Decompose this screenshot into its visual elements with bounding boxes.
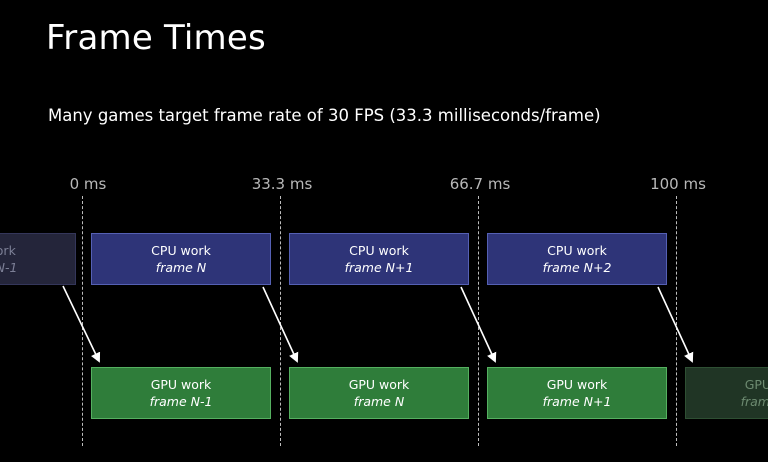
gpu-box-frame-n-minus-1: GPU work frame N-1 [91,367,271,419]
arrow-frame-n [262,286,299,363]
slide-subtitle: Many games target frame rate of 30 FPS (… [48,106,601,125]
timeline-marker-0ms [82,196,83,446]
cpu-box-frame: frame N+2 [542,260,612,275]
gpu-box-frame: frame N [353,394,405,409]
gpu-box-frame: frame N-1 [149,394,213,409]
cpu-box-label: CPU work [151,243,211,258]
gpu-box-frame: frame N+2 [740,394,768,409]
gpu-box-label: GPU work [546,377,608,392]
tick-label-100ms: 100 ms [650,175,706,193]
gpu-box-frame-n-plus-1: GPU work frame N+1 [487,367,667,419]
slide-title: Frame Times [46,18,266,58]
tick-label-67ms: 66.7 ms [449,175,511,193]
tick-label-33ms: 33.3 ms [251,175,313,193]
arrow-frame-n-plus-1 [460,286,497,363]
arrow-frame-n-minus-1 [62,285,101,363]
gpu-box-label: GPU work [150,377,212,392]
cpu-box-label: CPU work [0,243,16,258]
cpu-box-frame: frame N-1 [0,260,18,275]
cpu-box-frame-n: CPU work frame N [91,233,271,285]
cpu-box-frame: frame N [155,260,207,275]
arrow-frame-n-plus-2 [657,286,694,363]
cpu-box-label: CPU work [547,243,607,258]
tick-label-0ms: 0 ms [69,175,107,193]
gpu-box-frame-n: GPU work frame N [289,367,469,419]
gpu-box-label: GPU work [744,377,768,392]
cpu-box-label: CPU work [349,243,409,258]
cpu-box-frame-n-minus-1: CPU work frame N-1 [0,233,76,285]
timeline-marker-67ms [478,196,479,446]
cpu-box-frame-n-plus-2: CPU work frame N+2 [487,233,667,285]
cpu-box-frame-n-plus-1: CPU work frame N+1 [289,233,469,285]
timeline-marker-100ms [676,196,677,446]
gpu-box-label: GPU work [348,377,410,392]
gpu-box-frame-n-plus-2: GPU work frame N+2 [685,367,768,419]
timeline-marker-33ms [280,196,281,446]
gpu-box-frame: frame N+1 [542,394,612,409]
cpu-box-frame: frame N+1 [344,260,414,275]
